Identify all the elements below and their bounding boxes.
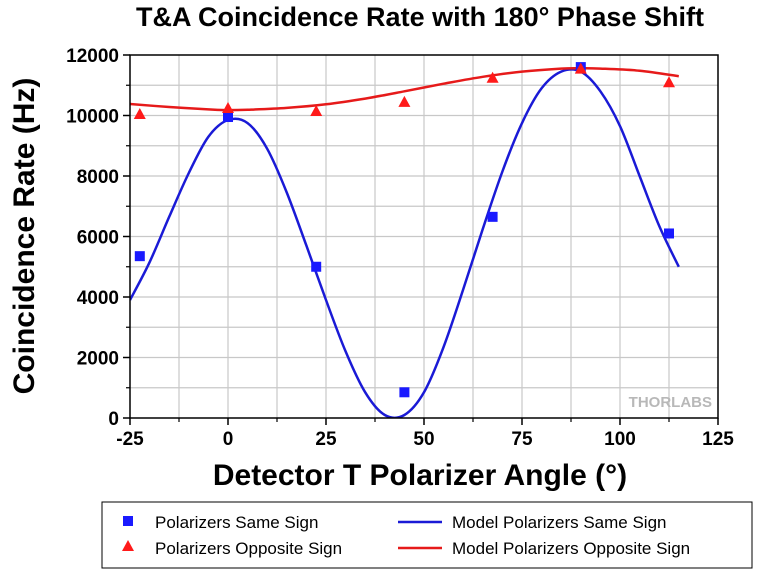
x-tick-labels: -25 0 25 50 75 100 125: [116, 429, 734, 450]
legend-label-opposite-sign: Polarizers Opposite Sign: [155, 539, 342, 558]
opposite-sign-point: [222, 101, 234, 113]
legend-label-same-sign: Polarizers Same Sign: [155, 513, 318, 532]
y-tick-label: 6000: [77, 228, 119, 249]
opposite-sign-point: [663, 76, 675, 88]
legend-label-model-same-sign: Model Polarizers Same Sign: [452, 513, 666, 532]
x-tick-label: 50: [413, 429, 434, 450]
x-axis-label: Detector T Polarizer Angle (°): [213, 459, 627, 492]
legend-label-model-opposite-sign: Model Polarizers Opposite Sign: [452, 539, 690, 558]
x-tick-label: 75: [511, 429, 533, 450]
opposite-sign-point: [574, 62, 587, 74]
y-tick-label: 2000: [77, 349, 119, 370]
same-sign-point: [311, 261, 322, 272]
model-same-sign-line: [130, 68, 680, 418]
same-sign-point: [664, 228, 674, 239]
y-tick-label: 4000: [77, 288, 119, 309]
y-tick-label: 12000: [66, 46, 119, 67]
same-sign-point: [223, 112, 233, 123]
same-sign-point: [399, 387, 410, 398]
legend: Polarizers Same Sign Polarizers Opposite…: [101, 501, 753, 569]
y-tick-labels: 0 2000 4000 6000 8000 10000 12000: [66, 46, 119, 430]
x-tick-label: 100: [604, 429, 636, 450]
same-sign-point: [487, 211, 498, 222]
legend-box: [101, 501, 753, 569]
x-tick-label: 0: [223, 429, 234, 450]
watermark-layer: THORLABS: [629, 394, 712, 411]
opposite-sign-point: [398, 95, 411, 107]
legend-triangle-marker: [122, 540, 134, 551]
y-axis-label: Coincidence Rate (Hz): [8, 78, 41, 395]
x-tick-label: 25: [315, 429, 337, 450]
opposite-sign-point: [133, 107, 146, 119]
model-lines: [130, 67, 680, 418]
chart-title: T&A Coincidence Rate with 180° Phase Shi…: [136, 2, 704, 32]
x-tick-label: 125: [702, 429, 734, 450]
thorlabs-watermark: THORLABS: [629, 394, 712, 411]
data-markers: [133, 62, 675, 398]
model-opposite-sign-line: [130, 67, 679, 112]
y-tick-label: 8000: [77, 167, 119, 188]
x-tick-label: -25: [116, 429, 144, 450]
y-tick-label: 10000: [66, 107, 119, 128]
axis-ticks: [123, 54, 719, 425]
y-tick-label: 0: [108, 409, 119, 430]
opposite-sign-point: [486, 71, 499, 83]
opposite-sign-point: [310, 104, 323, 116]
same-sign-point: [134, 251, 145, 262]
legend-square-marker: [123, 516, 133, 526]
